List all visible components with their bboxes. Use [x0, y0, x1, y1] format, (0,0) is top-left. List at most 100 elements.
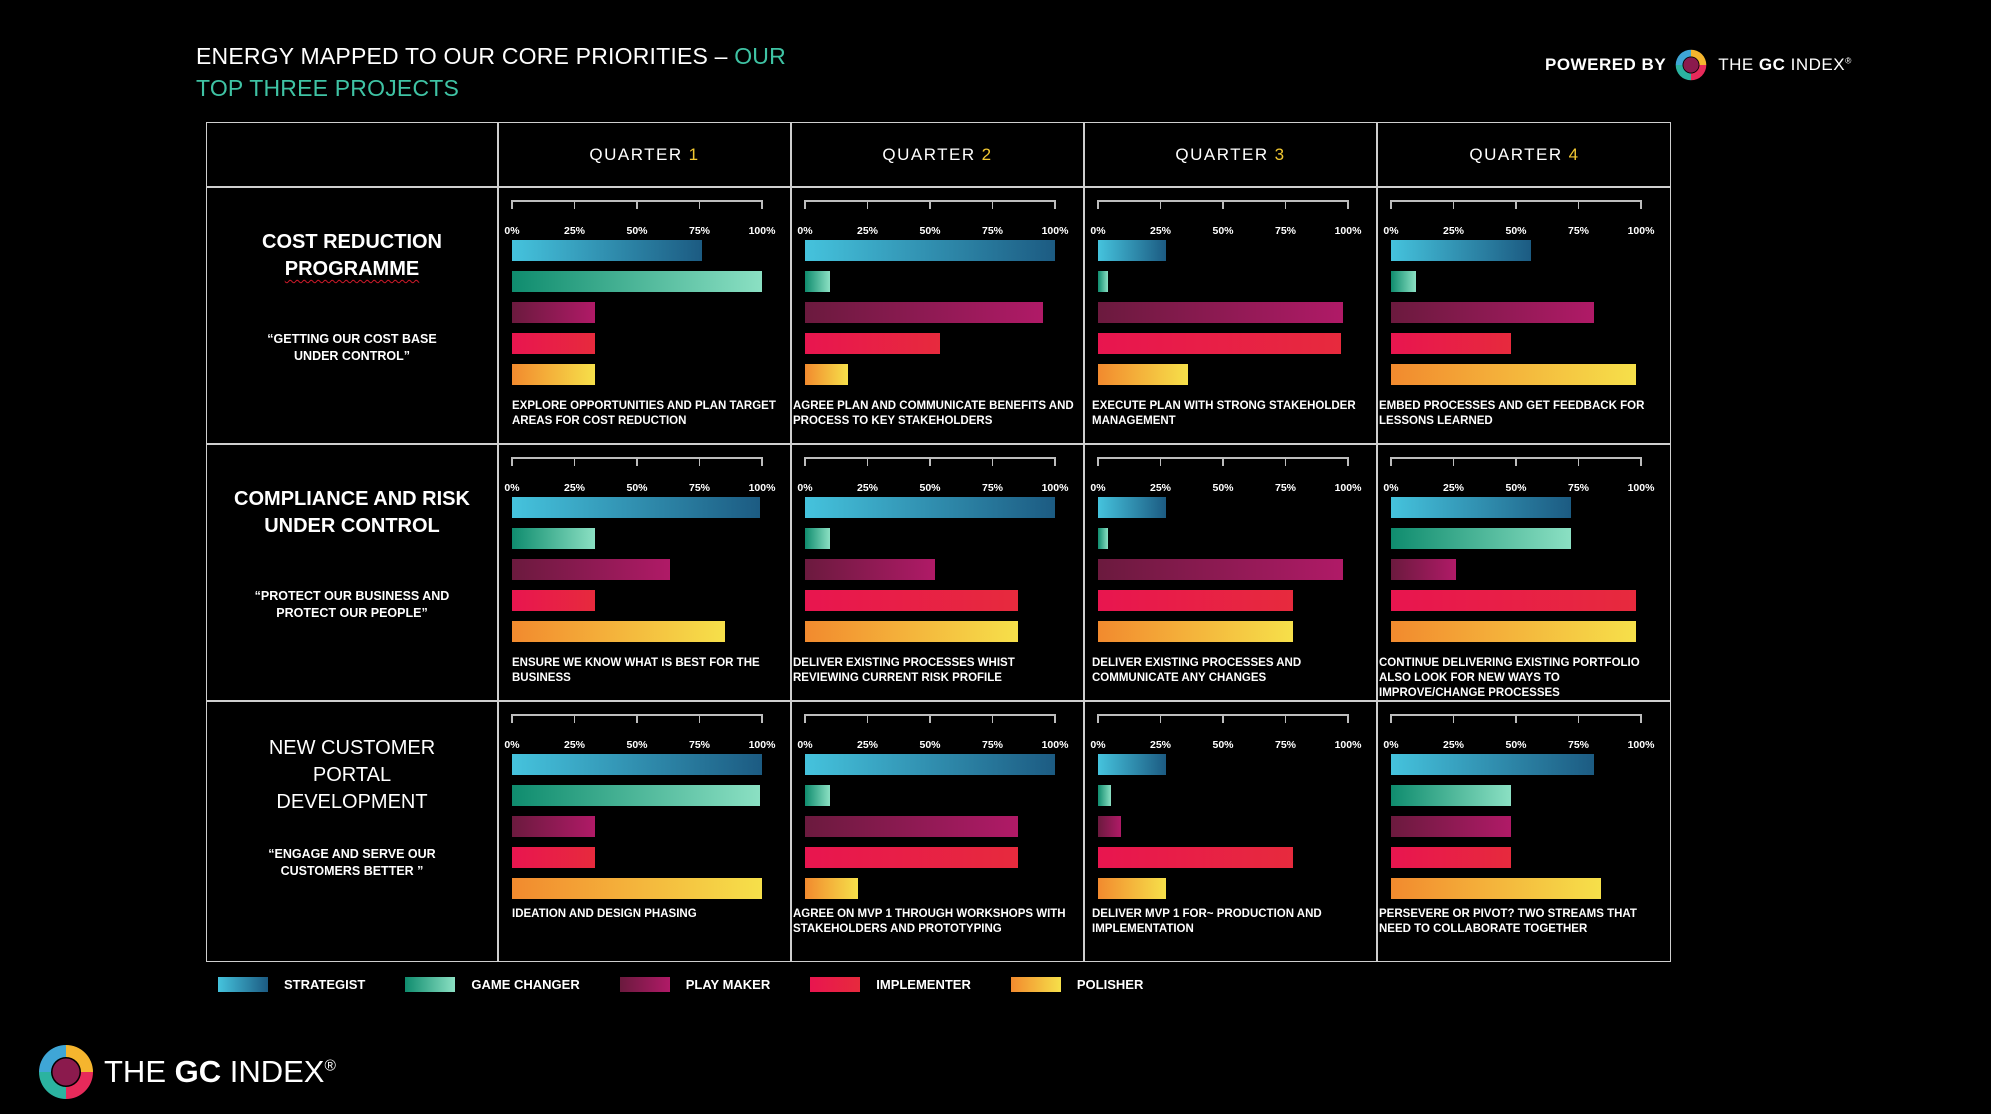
x-axis-tick: [804, 200, 806, 209]
page-title: ENERGY MAPPED TO OUR CORE PRIORITIES – O…: [196, 40, 816, 104]
x-axis-tick: [1284, 200, 1287, 209]
bar-game-changer: [1391, 528, 1571, 549]
quarter-cell: 0% 25% 50% 75% 100% CONTINUE DELIVERING EXIST…: [1377, 444, 1672, 701]
bar-play-maker: [1391, 559, 1456, 580]
x-tick-label: 75%: [1274, 225, 1297, 237]
quarter-note: EXECUTE PLAN WITH STRONG STAKEHOLDER MAN…: [1092, 400, 1356, 427]
quarter-header: QUARTER 3: [1084, 123, 1377, 187]
x-tick-label: 100%: [1334, 482, 1362, 494]
bar-play-maker: [805, 302, 1043, 323]
grid-hline: [207, 443, 1670, 445]
x-tick-label: 0%: [1090, 482, 1106, 494]
x-axis-tick: [804, 457, 806, 466]
bar-game-changer: [1098, 271, 1108, 292]
bar-game-changer: [805, 785, 830, 806]
legend-item: GAME CHANGER: [405, 977, 580, 992]
project-quote: “PROTECT OUR BUSINESS AND PROTECT OUR PEO…: [207, 588, 497, 622]
project-name: COMPLIANCE AND RISK UNDER CONTROL: [207, 486, 497, 540]
bar-polisher: [512, 364, 595, 385]
bar-implementer: [1098, 590, 1293, 611]
x-tick-label: 75%: [981, 225, 1004, 237]
x-tick-label: 75%: [1274, 482, 1297, 494]
x-axis: 0% 25% 50% 75% 100%: [1383, 714, 1654, 751]
bar-strategist: [512, 754, 762, 775]
x-axis-tick: [1222, 200, 1224, 209]
x-tick-label: 25%: [856, 482, 879, 494]
project-name-line: PORTAL: [312, 764, 392, 786]
quarter-number: 4: [1568, 145, 1580, 164]
project-quote: “GETTING OUR COST BASE UNDER CONTROL”: [207, 331, 497, 365]
quarter-note: EXPLORE OPPORTUNITIES AND PLAN TARGET AR…: [512, 400, 776, 427]
bar-game-changer: [1391, 785, 1511, 806]
x-tick-label: 75%: [688, 482, 711, 494]
x-axis-tick: [1054, 457, 1056, 466]
bar-game-changer: [1098, 528, 1108, 549]
x-tick-label: 100%: [748, 739, 776, 751]
project-label: NEW CUSTOMER PORTAL DEVELOPMENT “ENGAGE AND…: [207, 735, 497, 880]
quarter-note: IDEATION AND DESIGN PHASING: [512, 908, 697, 920]
x-axis-tick: [1097, 457, 1099, 466]
quarter-header: QUARTER 4: [1377, 123, 1672, 187]
x-axis-tick: [1577, 714, 1580, 723]
grid-vline: [497, 123, 499, 961]
x-axis-tick: [698, 200, 701, 209]
quarter-cell: 0% 25% 50% 75% 100% AGREE ON MVP 1 THROUGH WO…: [791, 701, 1084, 963]
x-axis-tick: [991, 714, 994, 723]
bar-play-maker: [1098, 559, 1343, 580]
project-name-line: COMPLIANCE AND RISK: [234, 488, 470, 510]
x-axis-tick: [1159, 457, 1162, 466]
bar-play-maker: [805, 816, 1018, 837]
x-axis-tick: [929, 714, 931, 723]
bar-strategist: [1098, 754, 1166, 775]
grid-vline: [1083, 123, 1085, 961]
quarter-cell: 0% 25% 50% 75% 100% EXECUTE PLAN WITH STRONG …: [1084, 187, 1377, 444]
x-axis-tick: [1347, 200, 1349, 209]
bar-implementer: [512, 847, 595, 868]
x-tick-label: 50%: [919, 482, 941, 494]
bar-polisher: [512, 621, 725, 642]
quarter-number: 1: [688, 145, 700, 164]
x-tick-label: 50%: [919, 739, 941, 751]
x-axis-tick: [991, 457, 994, 466]
legend: STRATEGIST GAME CHANGER PLAY MAKER IMPLEMEN…: [218, 977, 1183, 992]
legend-swatch: [810, 977, 861, 992]
x-axis: 0% 25% 50% 75% 100%: [797, 714, 1068, 751]
bar-play-maker: [805, 559, 935, 580]
quarter-note: DELIVER MVP 1 FOR~ PRODUCTION AND IMPLEM…: [1092, 908, 1322, 935]
quarter-label: QUARTER: [589, 145, 683, 164]
x-axis-tick: [866, 457, 869, 466]
bar-play-maker: [1098, 302, 1343, 323]
x-tick-label: 25%: [1149, 739, 1172, 751]
x-tick-label: 50%: [1505, 225, 1527, 237]
x-axis-tick: [761, 457, 763, 466]
x-tick-label: 100%: [1041, 482, 1069, 494]
powered-by: POWERED BY THE GC INDEX®: [1545, 48, 1852, 82]
project-label: COMPLIANCE AND RISK UNDER CONTROL “PROTECT…: [207, 486, 497, 622]
legend-label: POLISHER: [1076, 977, 1144, 992]
quarter-note: EMBED PROCESSES AND GET FEEDBACK FOR LES…: [1379, 400, 1645, 427]
x-tick-label: 100%: [748, 482, 776, 494]
legend-item: STRATEGIST: [218, 977, 365, 992]
priorities-grid: QUARTER 1 QUARTER 2 QUARTER 3 QUARTER 4 COST RED…: [206, 122, 1671, 962]
x-tick-label: 75%: [1567, 482, 1590, 494]
legend-swatch: [405, 977, 456, 992]
bar-polisher: [1391, 878, 1601, 899]
bar-implementer: [512, 333, 595, 354]
project-name: COST REDUCTION PROGRAMME: [207, 229, 497, 283]
x-axis-tick: [1640, 200, 1642, 209]
x-tick-label: 50%: [1212, 739, 1234, 751]
bar-strategist: [1391, 240, 1531, 261]
x-tick-label: 25%: [563, 225, 586, 237]
x-axis: 0% 25% 50% 75% 100%: [1383, 457, 1654, 494]
quarter-note: CONTINUE DELIVERING EXISTING PORTFOLIO A…: [1379, 657, 1640, 699]
bar-game-changer: [512, 528, 595, 549]
bar-play-maker: [1391, 302, 1594, 323]
x-axis-tick: [1452, 457, 1455, 466]
project-name-line-text: PROGRAMME: [284, 258, 420, 280]
bar-game-changer: [512, 785, 760, 806]
x-axis-tick: [573, 457, 576, 466]
x-axis-tick: [1390, 714, 1392, 723]
bar-implementer: [805, 590, 1018, 611]
x-tick-label: 25%: [1442, 739, 1465, 751]
x-axis-tick: [1347, 714, 1349, 723]
